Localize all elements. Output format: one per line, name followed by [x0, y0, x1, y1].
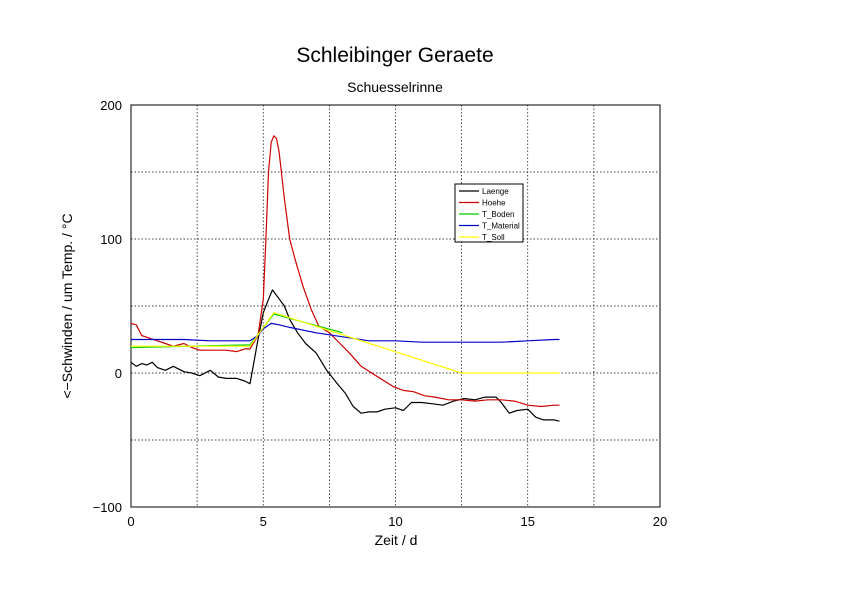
chart-subtitle: Schuesselrinne [347, 79, 443, 95]
plot-frame [130, 104, 661, 508]
x-tick-label: 15 [521, 514, 535, 529]
x-tick-label: 10 [388, 514, 402, 529]
x-tick-label: 0 [127, 514, 134, 529]
legend-label: T_Soll [482, 233, 505, 242]
legend-label: Laenge [482, 187, 509, 196]
y-tick-label: 200 [100, 98, 122, 113]
legend-label: T_Material [482, 222, 520, 231]
legend-label: Hoehe [482, 199, 506, 208]
legend-label: T_Boden [482, 210, 514, 219]
y-axis-label: <−Schwinden / um Temp. / °C [59, 213, 75, 398]
y-tick-label: −100 [93, 500, 122, 515]
x-tick-label: 5 [260, 514, 267, 529]
legend: Laenge Hoehe T_Boden T_Material T_Soll [454, 183, 524, 243]
series-line-t-material [131, 322, 560, 343]
series-layer [130, 135, 560, 422]
series-line-hoehe [130, 135, 560, 408]
series-line-laenge [130, 289, 560, 422]
legend-box [454, 183, 524, 243]
grid-layer [131, 105, 660, 507]
x-axis-label: Zeit / d [375, 532, 418, 548]
y-tick-label: 100 [100, 232, 122, 247]
x-tick-label: 20 [653, 514, 667, 529]
y-tick-label: 0 [115, 366, 122, 381]
series-line-t-soll [131, 312, 560, 374]
chart-title: Schleibinger Geraete [296, 44, 494, 67]
tick-layer: 0 5 10 15 20 −100 0 100 200 [93, 98, 668, 529]
